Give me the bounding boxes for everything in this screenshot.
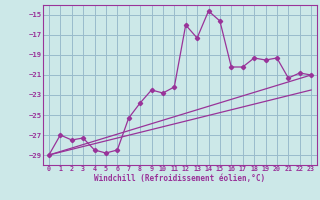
- X-axis label: Windchill (Refroidissement éolien,°C): Windchill (Refroidissement éolien,°C): [94, 174, 266, 183]
